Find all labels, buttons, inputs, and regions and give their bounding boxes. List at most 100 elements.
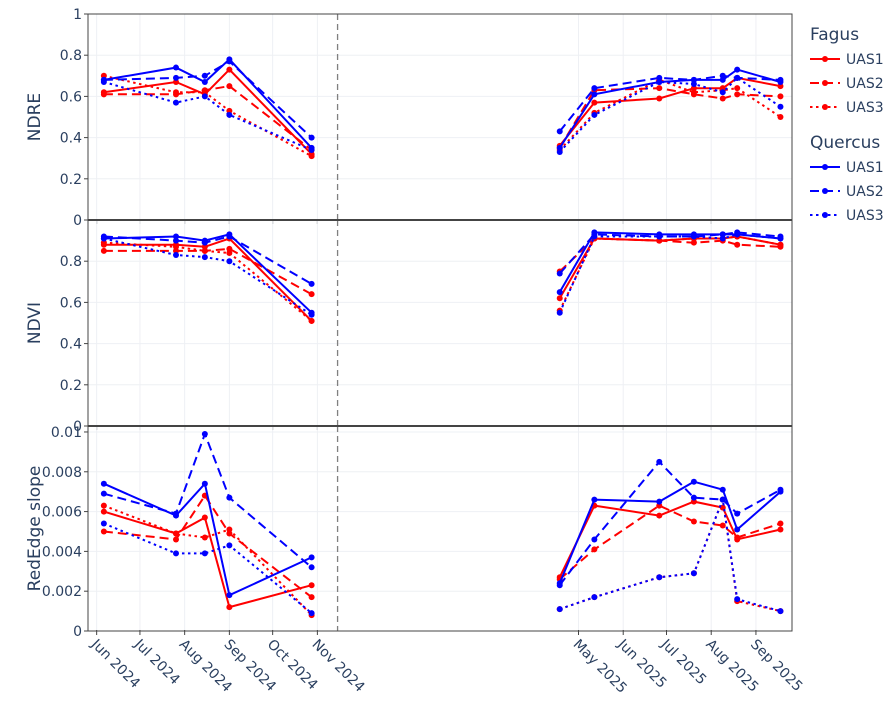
data-point [591, 594, 598, 601]
data-point [226, 249, 233, 256]
data-point [226, 245, 233, 252]
series-quercus-uas2 [100, 58, 784, 141]
data-point [173, 243, 179, 250]
data-point [100, 520, 107, 527]
data-point [719, 231, 726, 238]
data-point [308, 564, 315, 571]
data-point [734, 85, 741, 92]
data-point [734, 74, 741, 81]
data-point [591, 496, 598, 503]
series-line [103, 241, 313, 322]
data-point [201, 243, 208, 250]
panel-rededge-slope: 0 0.002 0.004 0.006 0.008 0.01 RedEdge slope [25, 425, 793, 640]
data-point [734, 510, 741, 517]
y-tick-label: 0 [73, 624, 82, 640]
data-point [226, 233, 233, 240]
data-point [719, 95, 726, 102]
data-point [308, 317, 315, 324]
data-point [719, 486, 726, 493]
data-point [201, 514, 208, 521]
data-point [690, 494, 697, 501]
data-point [556, 309, 563, 316]
data-point [656, 78, 663, 85]
data-point [100, 72, 107, 79]
series-quercus-uas1 [100, 56, 784, 151]
data-point [734, 526, 741, 533]
data-point [226, 258, 233, 265]
data-point [591, 546, 598, 553]
legend-item-label: UAS2 [846, 184, 884, 200]
data-point [201, 480, 208, 487]
data-point [734, 534, 741, 541]
data-point [719, 522, 726, 529]
data-point [173, 536, 179, 543]
data-point [591, 91, 598, 98]
y-tick-label: 0.01 [51, 425, 82, 441]
data-point [734, 91, 741, 98]
data-point [777, 526, 784, 533]
data-point [690, 478, 697, 485]
series-fagus-uas2 [100, 492, 784, 601]
data-point [591, 111, 598, 118]
legend-swatch-marker [822, 104, 828, 110]
data-point [719, 89, 726, 96]
series-line [558, 480, 782, 584]
series-line [103, 57, 313, 149]
data-point [201, 93, 208, 100]
data-point [100, 502, 107, 509]
y-tick-label: 0.4 [60, 337, 82, 353]
data-point [556, 270, 563, 277]
data-point [201, 89, 208, 96]
data-point [173, 89, 179, 96]
data-point [734, 241, 741, 248]
legend-item-label: UAS3 [846, 100, 884, 116]
data-point [308, 146, 315, 153]
panel-ndvi: 0 0.2 0.4 0.6 0.8 NDVI [25, 219, 793, 435]
series-quercus-uas3 [100, 231, 784, 318]
data-point [308, 291, 315, 298]
series-line [103, 493, 313, 598]
data-point [173, 74, 179, 81]
data-point [777, 76, 784, 83]
data-point [656, 85, 663, 92]
data-point [173, 530, 179, 537]
data-point [734, 596, 741, 603]
data-point [100, 91, 107, 98]
data-point [173, 247, 179, 254]
data-point [100, 78, 107, 85]
data-point [690, 570, 697, 577]
legend-swatch-marker [822, 80, 828, 86]
series-fagus-uas1 [100, 233, 784, 324]
data-point [690, 85, 697, 92]
data-point [226, 66, 233, 73]
data-point [690, 239, 697, 246]
data-point [100, 235, 107, 242]
legend-item-label: UAS1 [846, 52, 884, 68]
data-point [719, 72, 726, 79]
y-tick-label: 0.6 [60, 89, 82, 105]
data-point [777, 93, 784, 100]
data-point [100, 239, 107, 246]
y-tick-label: 0.008 [42, 465, 82, 481]
y-tick-label: 0.2 [60, 378, 82, 394]
data-point [226, 58, 233, 65]
y-tick-label: 0.8 [60, 48, 82, 64]
data-point [100, 508, 107, 515]
series-line [103, 481, 313, 597]
data-point [226, 604, 233, 611]
data-point [556, 295, 563, 302]
data-point [308, 594, 315, 601]
data-point [719, 76, 726, 83]
data-point [591, 536, 598, 543]
y-axis-title: NDVI [25, 302, 45, 344]
data-point [201, 239, 208, 246]
data-point [201, 430, 208, 437]
series-line [558, 68, 781, 149]
y-tick-label: 0.4 [60, 131, 82, 147]
y-axis-title: NDRE [25, 93, 45, 141]
data-point [201, 254, 208, 261]
data-point [777, 103, 784, 110]
series-line [558, 460, 781, 586]
data-point [100, 247, 107, 254]
